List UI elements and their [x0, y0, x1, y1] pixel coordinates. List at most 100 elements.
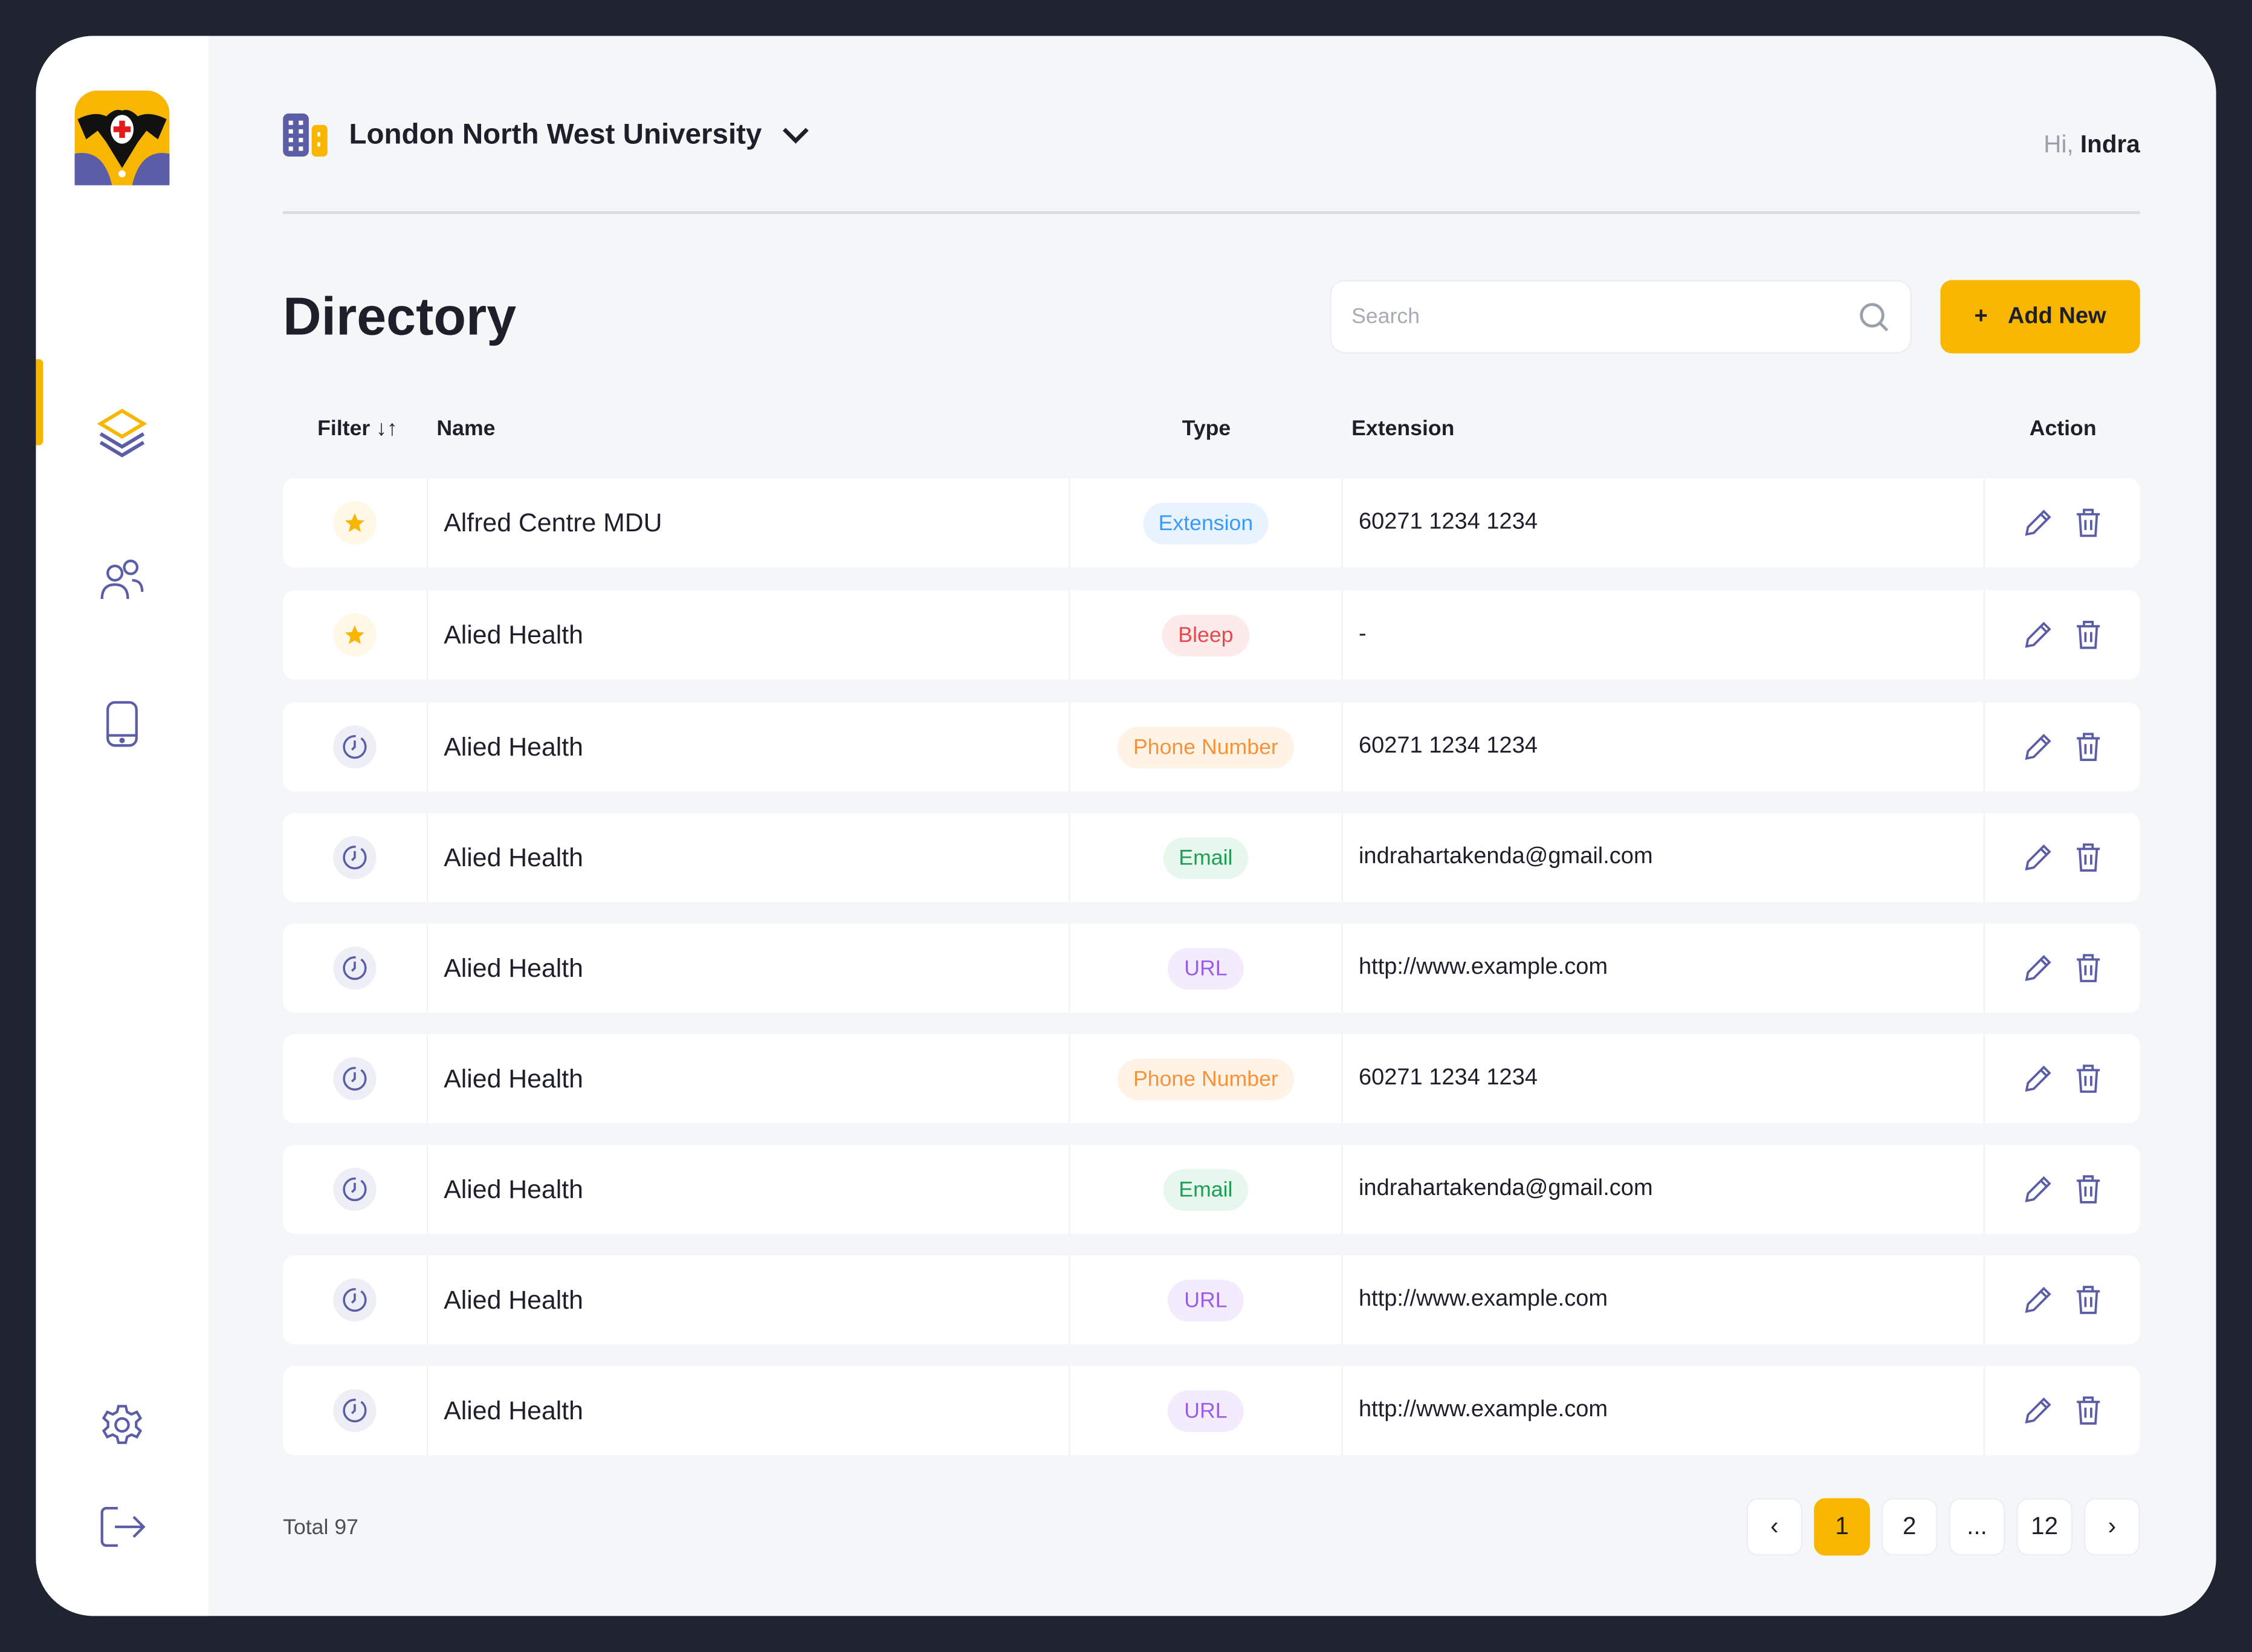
table-row[interactable]: Alied Health Phone Number 60271 1234 123…: [283, 1034, 2140, 1124]
filter-cell: [283, 1365, 429, 1456]
header-divider: [283, 211, 2140, 215]
table-row[interactable]: Alied Health Phone Number 60271 1234 123…: [283, 702, 2140, 792]
table-row[interactable]: Alfred Centre MDU Extension 60271 1234 1…: [283, 478, 2140, 568]
page-12-button[interactable]: 12: [2016, 1498, 2073, 1556]
recent-clock-icon[interactable]: [333, 1278, 377, 1322]
plus-icon: +: [1974, 303, 1988, 328]
name-cell: Alied Health: [428, 1255, 1070, 1345]
recent-clock-icon[interactable]: [333, 1167, 377, 1211]
edit-pencil-icon[interactable]: [2022, 507, 2054, 539]
name-cell: Alied Health: [428, 1034, 1070, 1124]
nav-users[interactable]: [93, 551, 150, 609]
org-selector[interactable]: London North West University: [283, 112, 811, 158]
type-header: Type: [1182, 416, 1231, 441]
action-cell: [1985, 1145, 2140, 1234]
table-row[interactable]: Alied Health URL http://www.example.com: [283, 923, 2140, 1013]
type-badge: Email: [1163, 1168, 1249, 1211]
action-cell: [1985, 1366, 2140, 1455]
row-extension: 60271 1234 1234: [1358, 734, 1538, 759]
page-2-button[interactable]: 2: [1881, 1498, 1938, 1556]
extension-header: Extension: [1351, 416, 1455, 441]
row-name: Alied Health: [444, 953, 583, 982]
delete-trash-icon[interactable]: [2074, 952, 2103, 983]
type-badge: Phone Number: [1117, 1058, 1294, 1100]
edit-pencil-icon[interactable]: [2022, 1394, 2054, 1426]
search-input[interactable]: [1351, 304, 1637, 329]
action-cell: [1985, 591, 2140, 679]
star-icon[interactable]: [333, 501, 377, 545]
recent-clock-icon[interactable]: [333, 946, 377, 990]
name-header: Name: [436, 416, 496, 441]
nav-logout[interactable]: [93, 1498, 150, 1555]
type-cell: Email: [1070, 812, 1343, 902]
search-box[interactable]: [1330, 280, 1912, 354]
building-icon: [283, 113, 328, 157]
table-row[interactable]: Alied Health Email indrahartakenda@gmail…: [283, 1144, 2140, 1234]
table-row[interactable]: Alied Health URL http://www.example.com: [283, 1365, 2140, 1456]
type-cell: Extension: [1070, 478, 1343, 568]
recent-clock-icon[interactable]: [333, 1057, 377, 1101]
delete-trash-icon[interactable]: [2074, 619, 2103, 650]
edit-pencil-icon[interactable]: [2022, 1063, 2054, 1094]
user-name: Indra: [2080, 131, 2140, 158]
filter-cell: [283, 590, 429, 679]
filter-cell: [283, 702, 429, 792]
delete-trash-icon[interactable]: [2074, 842, 2103, 873]
table-row[interactable]: Alied Health Email indrahartakenda@gmail…: [283, 812, 2140, 902]
nav-devices[interactable]: [93, 695, 150, 753]
nav-settings[interactable]: [93, 1396, 150, 1454]
gear-icon: [102, 1405, 143, 1444]
extension-cell: 60271 1234 1234: [1343, 478, 1985, 568]
type-badge: Extension: [1142, 502, 1269, 544]
recent-clock-icon[interactable]: [333, 836, 377, 879]
delete-trash-icon[interactable]: [2074, 1394, 2103, 1426]
delete-trash-icon[interactable]: [2074, 1063, 2103, 1094]
action-cell: [1985, 813, 2140, 902]
delete-trash-icon[interactable]: [2074, 731, 2103, 763]
next-page-button[interactable]: ›: [2084, 1498, 2140, 1556]
action-cell: [1985, 1255, 2140, 1344]
edit-pencil-icon[interactable]: [2022, 842, 2054, 873]
edit-pencil-icon[interactable]: [2022, 619, 2054, 650]
name-cell: Alied Health: [428, 812, 1070, 902]
extension-cell: http://www.example.com: [1343, 923, 1985, 1013]
filter-cell: [283, 478, 429, 568]
row-name: Alied Health: [444, 1063, 583, 1093]
filter-cell: [283, 1255, 429, 1345]
edit-pencil-icon[interactable]: [2022, 952, 2054, 983]
star-icon[interactable]: [333, 613, 377, 656]
greeting-prefix: Hi,: [2043, 131, 2074, 158]
table-row[interactable]: Alied Health URL http://www.example.com: [283, 1255, 2140, 1345]
type-cell: URL: [1070, 1365, 1343, 1456]
add-new-button[interactable]: + Add New: [1940, 280, 2140, 354]
delete-trash-icon[interactable]: [2074, 1173, 2103, 1205]
row-name: Alied Health: [444, 1174, 583, 1203]
add-new-label: Add New: [2007, 303, 2106, 328]
row-extension: 60271 1234 1234: [1358, 510, 1538, 534]
delete-trash-icon[interactable]: [2074, 507, 2103, 539]
page-1-button[interactable]: 1: [1814, 1498, 1870, 1556]
name-cell: Alied Health: [428, 702, 1070, 792]
filter-sort-header[interactable]: Filter ↓↑: [317, 416, 398, 441]
delete-trash-icon[interactable]: [2074, 1284, 2103, 1315]
name-cell: Alied Health: [428, 590, 1070, 679]
type-cell: Phone Number: [1070, 702, 1343, 792]
edit-pencil-icon[interactable]: [2022, 1284, 2054, 1315]
table-row[interactable]: Alied Health Bleep -: [283, 590, 2140, 679]
extension-cell: 60271 1234 1234: [1343, 1034, 1985, 1124]
type-cell: URL: [1070, 923, 1343, 1013]
type-badge: URL: [1168, 947, 1243, 990]
search-icon[interactable]: [1859, 301, 1890, 332]
edit-pencil-icon[interactable]: [2022, 1173, 2054, 1205]
filter-cell: [283, 812, 429, 902]
recent-clock-icon[interactable]: [333, 1388, 377, 1433]
nav-directory[interactable]: [93, 405, 150, 462]
recent-clock-icon[interactable]: [333, 725, 377, 769]
page-ellipsis[interactable]: ...: [1949, 1498, 2005, 1556]
name-cell: Alied Health: [428, 1144, 1070, 1234]
prev-page-button[interactable]: ‹: [1746, 1498, 1803, 1556]
filter-cell: [283, 923, 429, 1013]
edit-pencil-icon[interactable]: [2022, 731, 2054, 763]
row-name: Alfred Centre MDU: [444, 508, 662, 537]
extension-cell: indrahartakenda@gmail.com: [1343, 812, 1985, 902]
